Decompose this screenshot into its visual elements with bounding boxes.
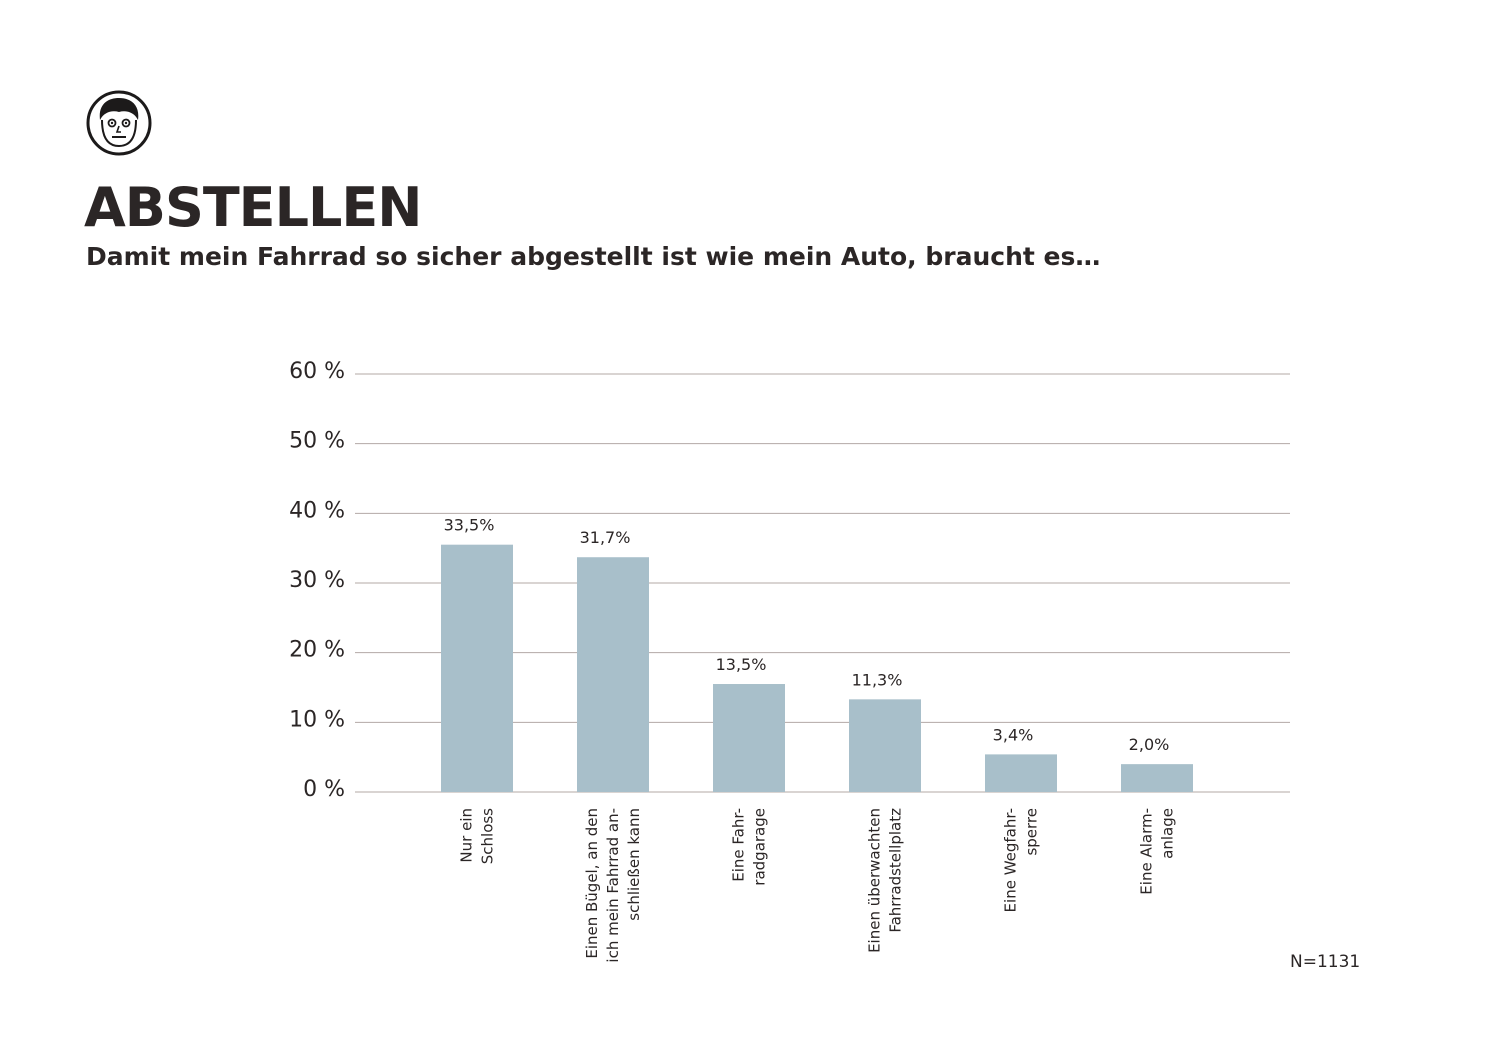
x-axis-label: Eine Fahr-radgarage: [730, 808, 769, 886]
bar: [1121, 764, 1193, 792]
bar: [577, 557, 649, 792]
bar: [713, 684, 785, 792]
y-tick-label: 40 %: [289, 498, 345, 523]
y-tick-label: 10 %: [289, 707, 345, 732]
data-label: 2,0%: [1129, 735, 1170, 754]
x-axis-label-line: Einen überwachten: [866, 808, 884, 953]
x-axis-label-line: Eine Fahr-: [730, 808, 748, 882]
x-axis-label-line: radgarage: [751, 808, 769, 886]
data-labels: 33,5% 31,7% 13,5% 11,3% 3,4% 2,0%: [444, 516, 1170, 754]
x-axis-label: Einen überwachten Fahrradstellplatz: [866, 808, 905, 953]
x-axis-label-line: anlage: [1159, 808, 1177, 859]
data-label: 33,5%: [444, 516, 495, 535]
x-axis-label: Nur ein Schloss: [458, 808, 497, 864]
x-axis-label-line: Eine Wegfahr-: [1002, 808, 1020, 912]
bar: [985, 754, 1057, 792]
bars: [441, 544, 1193, 792]
y-tick-label: 20 %: [289, 638, 345, 663]
x-axis-label-line: Schloss: [479, 808, 497, 864]
y-tick-label: 0 %: [303, 777, 345, 802]
x-axis-label-line: Einen Bügel, an den: [583, 808, 601, 959]
x-axis-label-line: schließen kann: [625, 808, 643, 921]
x-axis-label: Eine Wegfahr-sperre: [1002, 808, 1041, 912]
bar: [441, 544, 513, 792]
cartoon-face-icon: [86, 90, 152, 156]
page-subtitle: Damit mein Fahrrad so sicher abgestellt …: [86, 242, 1101, 271]
x-axis-label: Einen Bügel, an den ich mein Fahrrad an-s…: [583, 808, 643, 963]
x-axis-label-line: Fahrradstellplatz: [887, 808, 905, 933]
x-axis-label-line: sperre: [1023, 808, 1041, 856]
x-axis-label: Eine Alarm-anlage: [1138, 808, 1177, 895]
x-axis-label-line: Nur ein: [458, 808, 476, 863]
x-axis-label-line: ich mein Fahrrad an-: [604, 808, 622, 963]
sample-size-note: N=1131: [1290, 952, 1361, 972]
page-title: ABSTELLEN: [84, 176, 422, 239]
data-label: 31,7%: [580, 528, 631, 547]
data-label: 11,3%: [852, 670, 903, 689]
data-label: 3,4%: [993, 725, 1034, 744]
y-axis-ticks: 0 % 10 % 20 % 30 % 40 % 50 % 60 %: [289, 359, 345, 802]
x-axis-label-line: Eine Alarm-: [1138, 808, 1156, 895]
y-tick-label: 50 %: [289, 429, 345, 454]
y-tick-label: 60 %: [289, 359, 345, 384]
x-axis-labels: Nur ein Schloss Einen Bügel, an den ich mei…: [458, 808, 1177, 963]
bar: [849, 699, 921, 792]
data-label: 13,5%: [716, 655, 767, 674]
y-tick-label: 30 %: [289, 568, 345, 593]
